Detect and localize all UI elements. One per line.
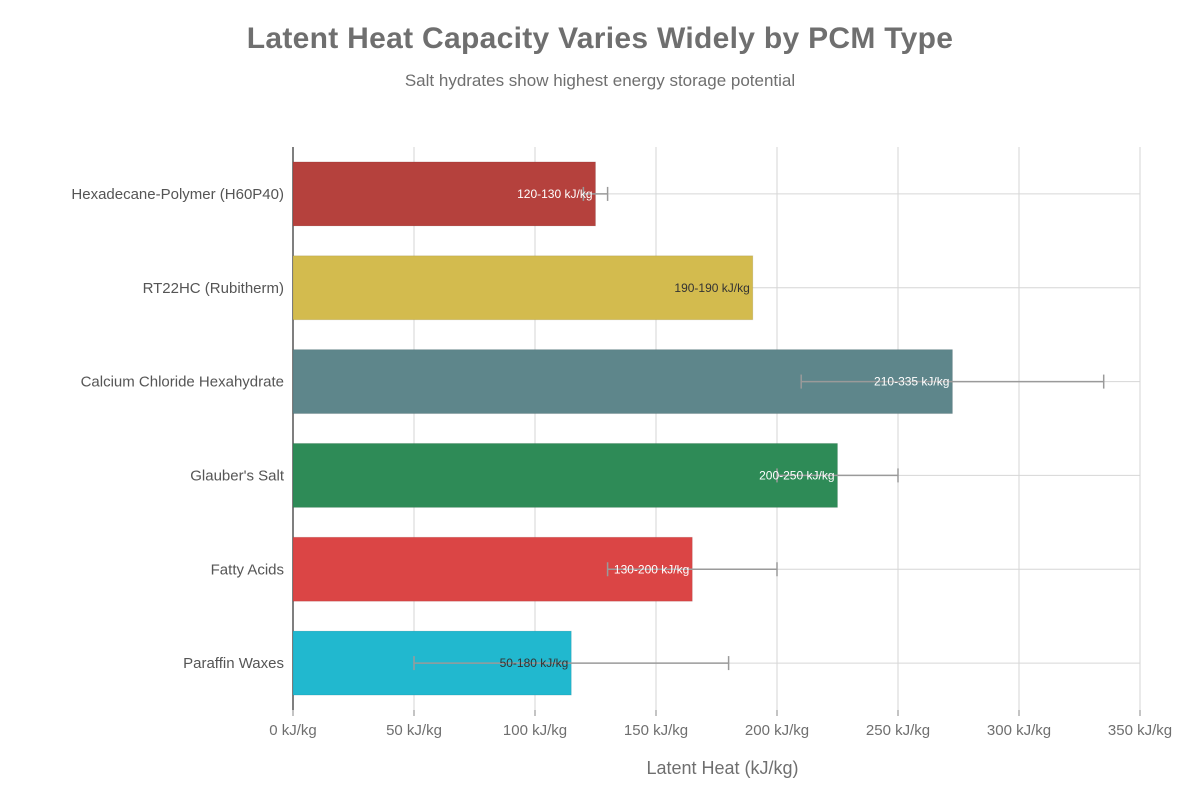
category-label: Paraffin Waxes [183,655,284,672]
data-label: 120-130 kJ/kg [517,187,592,201]
bar [292,255,754,321]
x-tick-label: 200 kJ/kg [745,722,809,739]
x-tick-label: 50 kJ/kg [386,722,442,739]
data-label: 50-180 kJ/kg [500,656,569,670]
category-label: Glauber's Salt [190,467,285,484]
x-axis-title: Latent Heat (kJ/kg) [646,758,798,778]
data-label: 130-200 kJ/kg [614,562,689,576]
bar [292,161,596,227]
x-tick-label: 300 kJ/kg [987,722,1051,739]
category-label: Fatty Acids [211,561,284,578]
category-label: Hexadecane-Polymer (H60P40) [71,186,284,203]
x-tick-label: 0 kJ/kg [269,722,317,739]
chart-title: Latent Heat Capacity Varies Widely by PC… [246,22,954,55]
category-label: RT22HC (Rubitherm) [143,280,284,297]
category-label: Calcium Chloride Hexahydrate [81,374,284,391]
x-tick-label: 100 kJ/kg [503,722,567,739]
x-tick-label: 350 kJ/kg [1108,722,1172,739]
chart-subtitle: Salt hydrates show highest energy storag… [404,71,796,90]
data-label: 200-250 kJ/kg [759,468,834,482]
bar [292,442,838,508]
x-tick-label: 250 kJ/kg [866,722,930,739]
data-label: 210-335 kJ/kg [874,375,949,389]
x-tick-label: 150 kJ/kg [624,722,688,739]
data-label: 190-190 kJ/kg [674,281,749,295]
